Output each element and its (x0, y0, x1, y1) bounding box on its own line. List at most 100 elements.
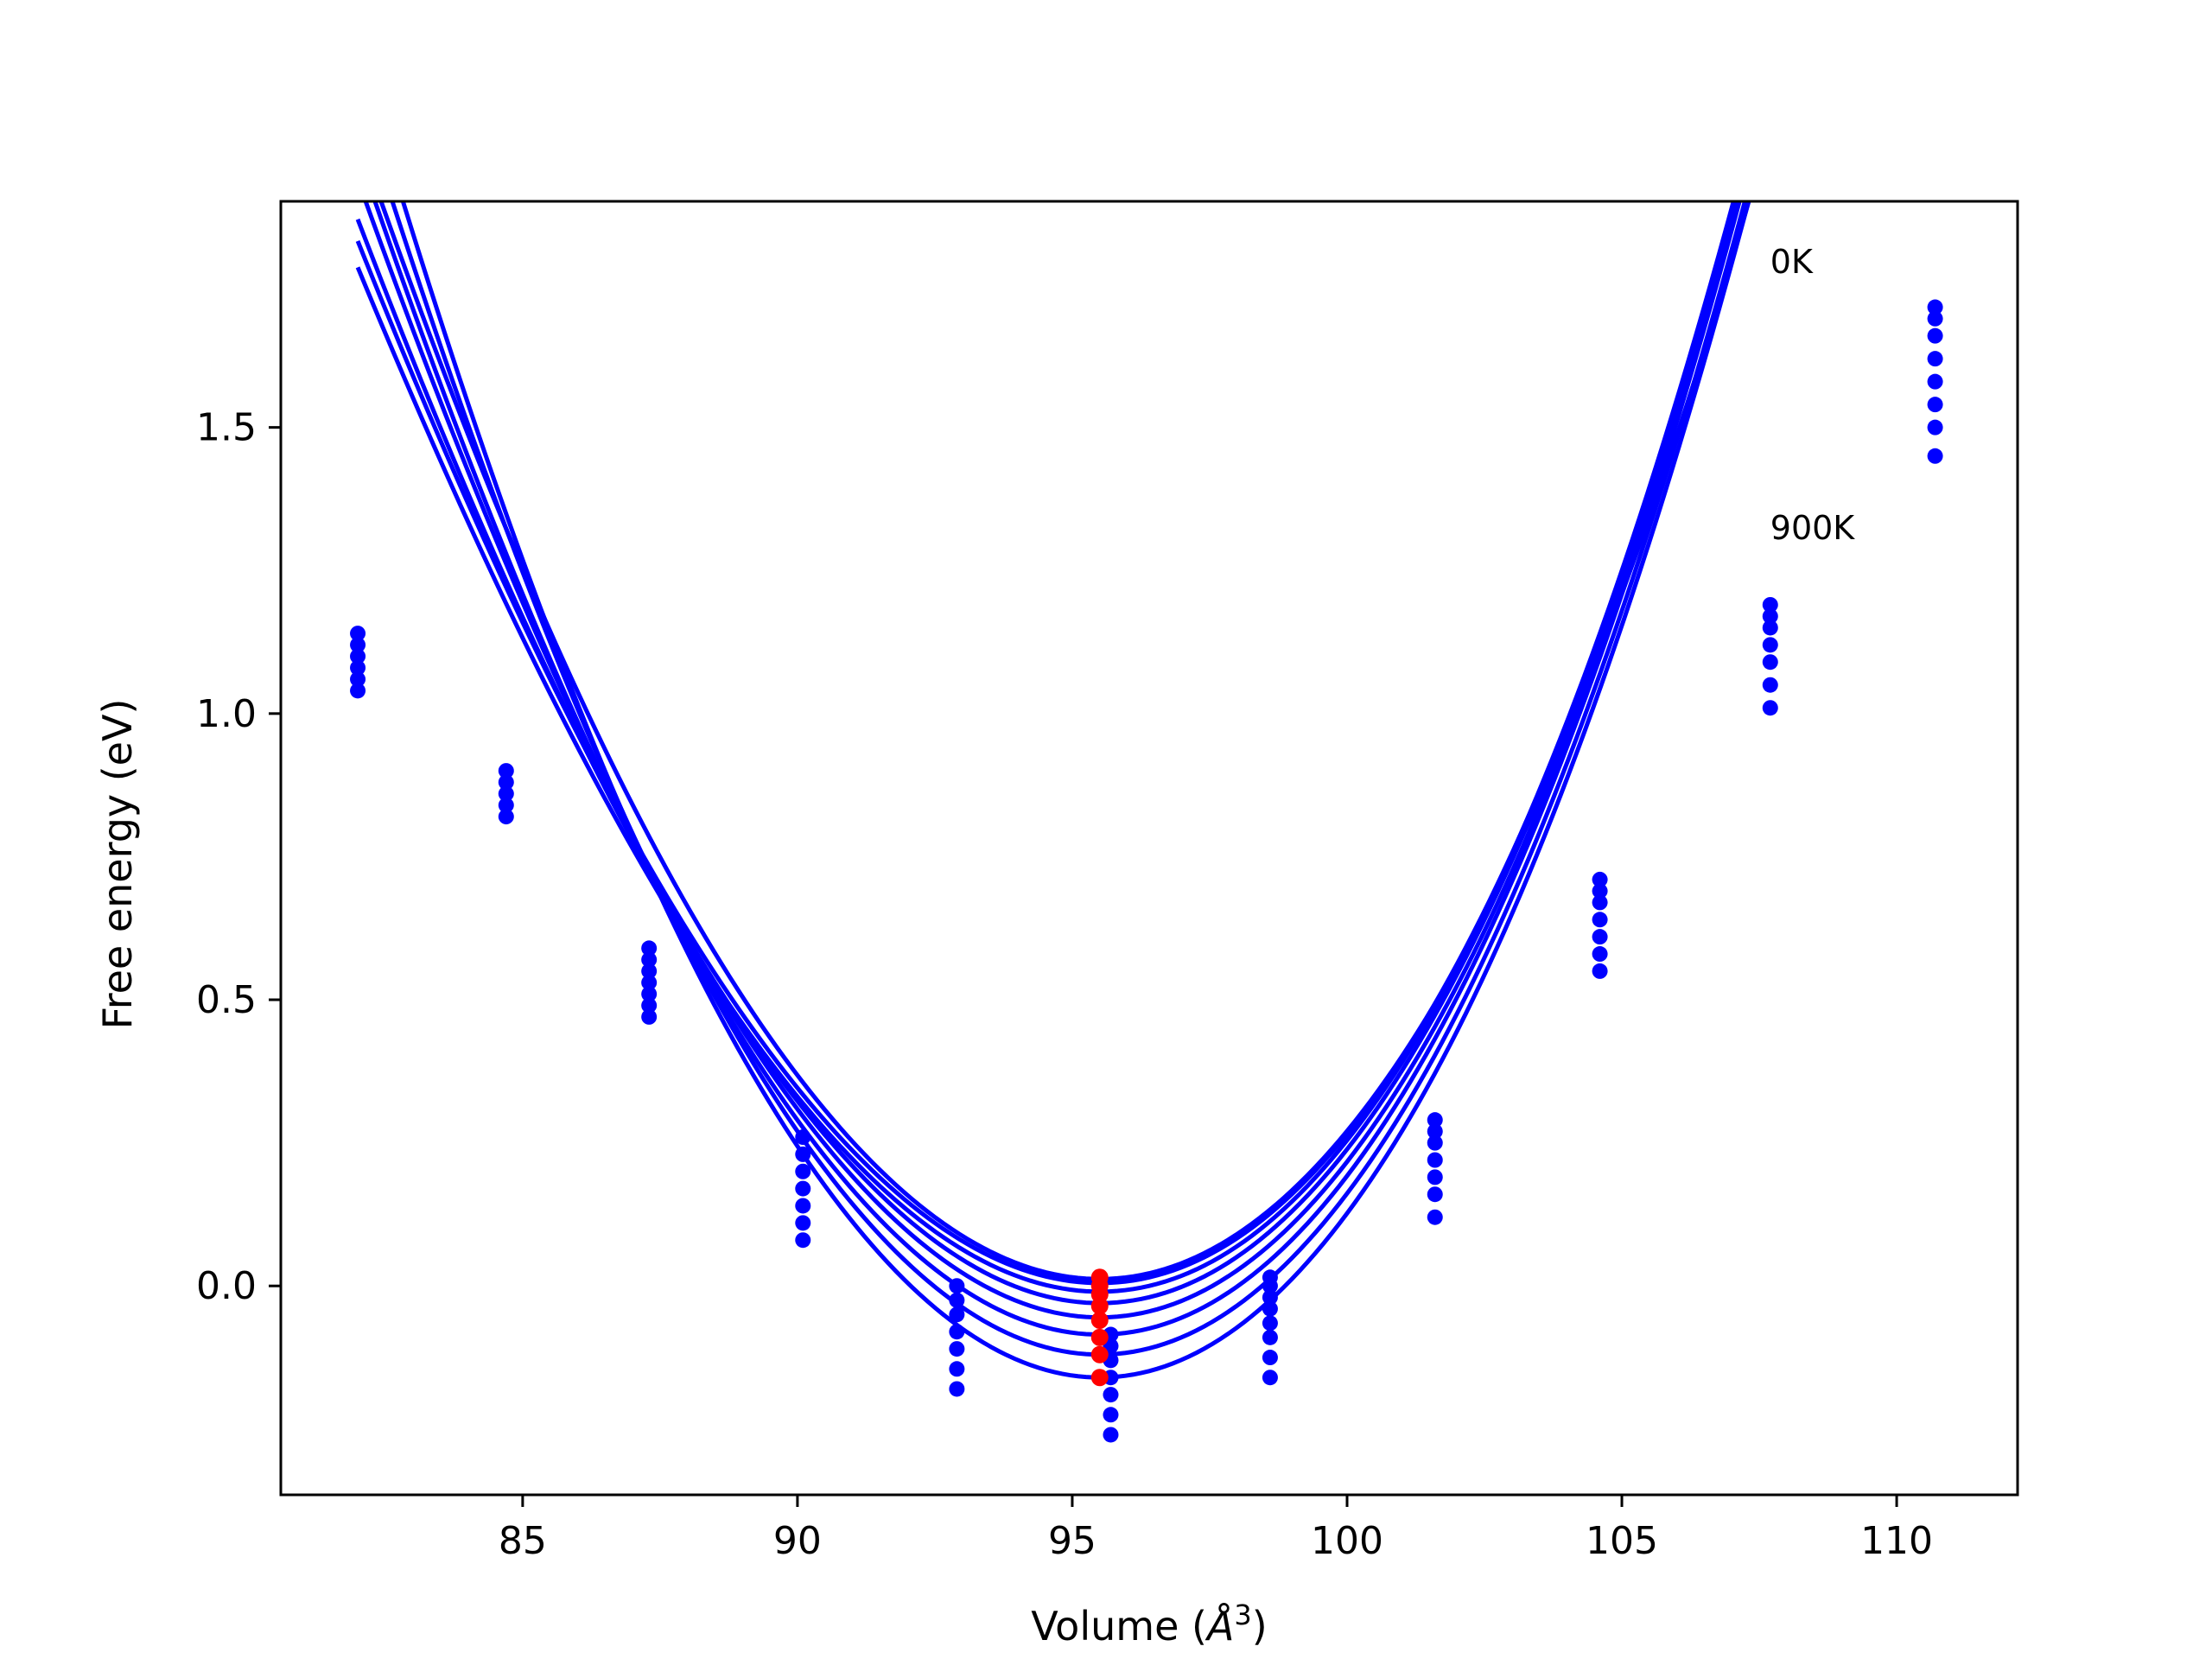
y-axis-label: Free energy (eV) (94, 699, 141, 1030)
data-point (350, 626, 366, 642)
data-point (1927, 373, 1943, 390)
data-point (795, 1198, 811, 1214)
data-point (1592, 946, 1608, 963)
data-point (949, 1324, 965, 1340)
data-point (1262, 1300, 1278, 1317)
data-point (1927, 299, 1943, 315)
temperature-annotations: 0K 900K (1770, 243, 1856, 547)
minimum-point (1090, 1369, 1109, 1387)
y-tick-label: 1.5 (196, 406, 257, 450)
x-tick-label: 110 (1860, 1519, 1933, 1563)
data-point (641, 997, 658, 1014)
data-point (641, 986, 658, 1002)
data-point (795, 1215, 811, 1231)
data-point (949, 1292, 965, 1308)
data-point (949, 1361, 965, 1377)
minimum-point (1090, 1328, 1109, 1346)
data-point (498, 785, 514, 802)
fit-curve-1 (355, 201, 1741, 1286)
data-points (350, 299, 1943, 1443)
data-point (1427, 1123, 1443, 1140)
data-point (795, 1232, 811, 1249)
data-point (1592, 912, 1608, 928)
data-point (1262, 1329, 1278, 1345)
data-point (1927, 351, 1943, 367)
data-point (1927, 397, 1943, 413)
data-point (1103, 1407, 1119, 1423)
minimum-point (1090, 1297, 1109, 1315)
data-point (1427, 1135, 1443, 1151)
minimum-point (1090, 1311, 1109, 1329)
data-point (1592, 929, 1608, 945)
data-point (1762, 654, 1778, 671)
data-point (1427, 1152, 1443, 1168)
y-tick-label: 0.5 (196, 978, 257, 1022)
data-point (641, 951, 658, 968)
data-point (350, 648, 366, 664)
y-tick-label: 0.0 (196, 1264, 257, 1308)
data-point (1927, 310, 1943, 327)
data-point (1592, 871, 1608, 887)
x-tick-label: 90 (773, 1519, 822, 1563)
data-point (1427, 1112, 1443, 1128)
data-point (1927, 327, 1943, 344)
x-axis-label-symbol: Å (1205, 1603, 1234, 1649)
data-point (1427, 1186, 1443, 1203)
data-point (795, 1146, 811, 1162)
data-point (795, 1163, 811, 1179)
data-point (1262, 1315, 1278, 1332)
data-point (949, 1381, 965, 1397)
data-point (1103, 1387, 1119, 1403)
fit-curve-0 (378, 201, 1751, 1281)
data-point (350, 683, 366, 699)
fit-curve-2 (355, 201, 1736, 1294)
x-tick-label: 85 (499, 1519, 547, 1563)
data-point (1262, 1370, 1278, 1386)
x-axis-ticks: 85 90 95 100 105 110 (499, 1495, 1933, 1563)
data-point (795, 1129, 811, 1146)
x-tick-label: 95 (1048, 1519, 1096, 1563)
data-point (1592, 883, 1608, 899)
data-point (1762, 608, 1778, 625)
minimum-point (1090, 1345, 1109, 1363)
y-axis-ticks: 0.0 0.5 1.0 1.5 (196, 406, 281, 1308)
fit-curve-6 (390, 201, 1747, 1357)
data-point (498, 763, 514, 779)
data-point (498, 809, 514, 825)
data-point (1762, 637, 1778, 653)
fit-curve-5 (372, 201, 1742, 1338)
fit-curve-3 (355, 201, 1738, 1306)
x-axis-label: Volume (Å3) (1031, 1599, 1267, 1649)
temperature-label: 900K (1770, 509, 1856, 547)
fit-curve-7 (400, 201, 1751, 1380)
data-point (1592, 963, 1608, 979)
minimum-points (1090, 1268, 1109, 1387)
data-point (498, 774, 514, 791)
plot-frame (279, 200, 2019, 1497)
data-point (641, 963, 658, 979)
data-point (350, 671, 366, 688)
data-point (1427, 1209, 1443, 1225)
data-point (1762, 596, 1778, 613)
x-tick-label: 100 (1311, 1519, 1383, 1563)
data-point (949, 1306, 965, 1323)
x-tick-label: 105 (1586, 1519, 1658, 1563)
x-axis-label-close: ) (1252, 1603, 1268, 1649)
data-point (1262, 1350, 1278, 1366)
data-point (498, 797, 514, 813)
data-point (1427, 1169, 1443, 1185)
data-point (1762, 620, 1778, 636)
data-point (641, 1008, 658, 1025)
fit-curves (355, 201, 1751, 1380)
temperature-label: 0K (1770, 243, 1814, 281)
data-point (641, 940, 658, 957)
data-point (1927, 419, 1943, 435)
fit-curve-4 (363, 201, 1741, 1320)
data-point (949, 1278, 965, 1294)
data-point (350, 637, 366, 653)
data-point (949, 1341, 965, 1357)
data-point (1762, 700, 1778, 716)
data-point (1592, 894, 1608, 911)
x-axis-label-power: 3 (1234, 1599, 1251, 1631)
